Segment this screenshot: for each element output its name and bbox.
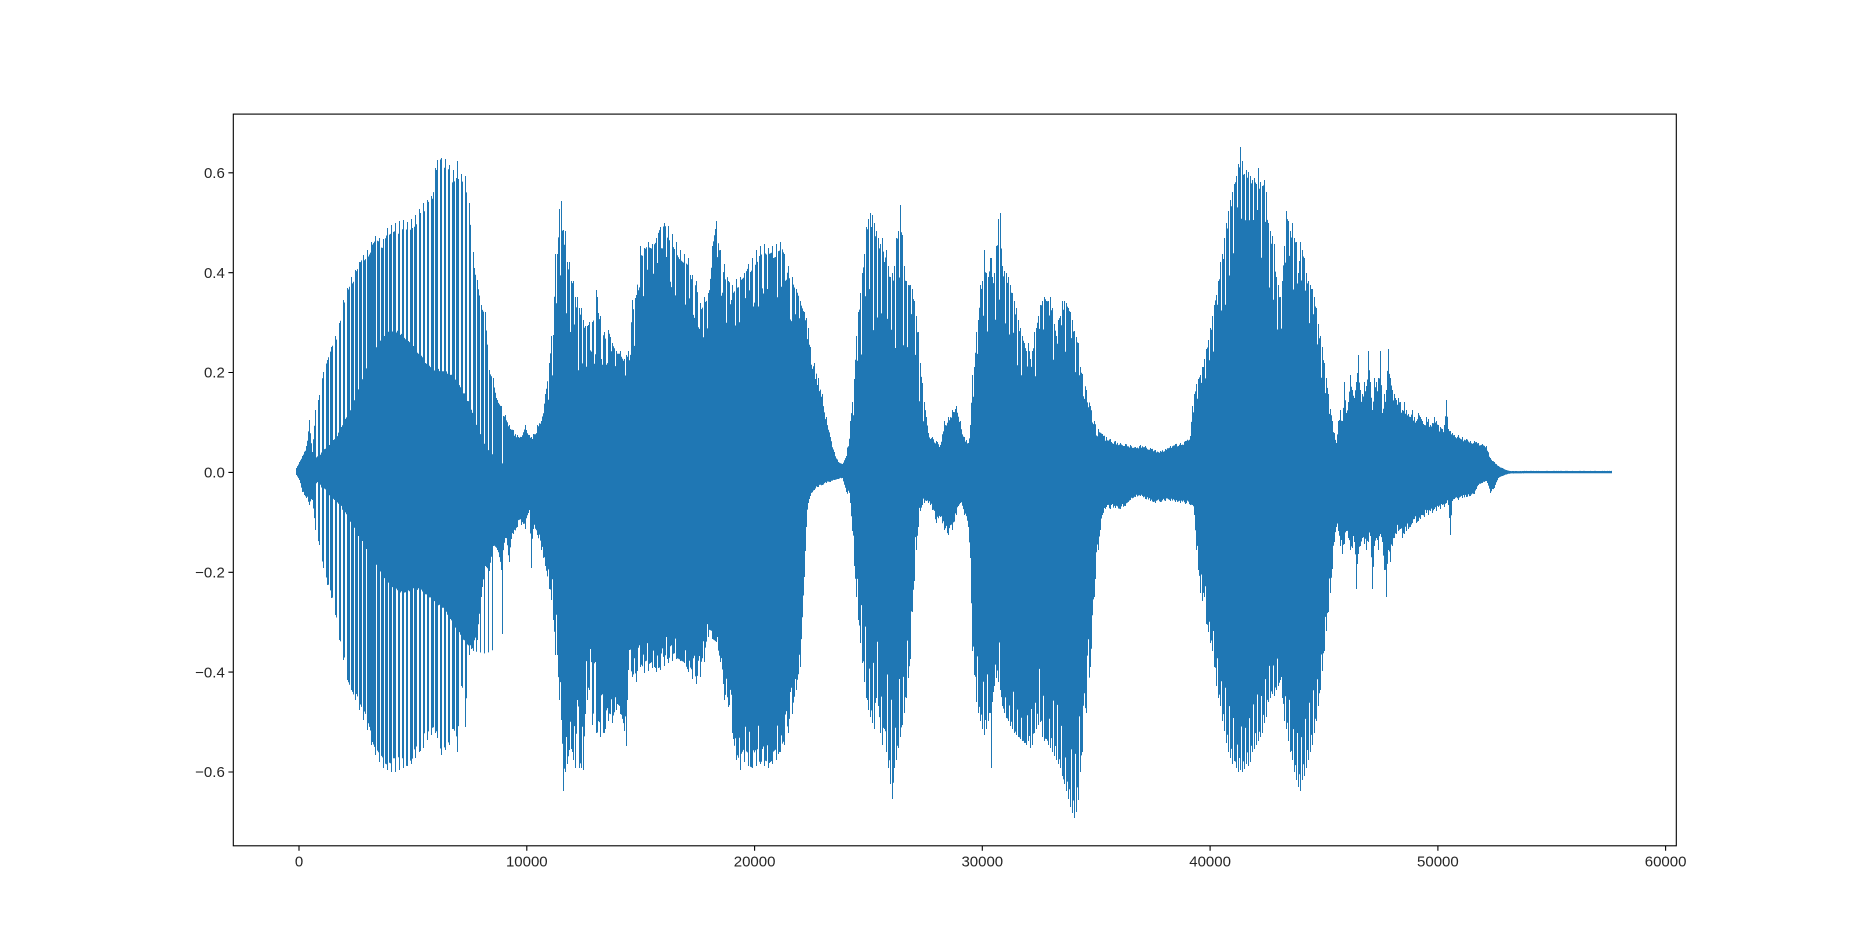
svg-text:30000: 30000 — [961, 854, 1003, 871]
svg-text:−0.2: −0.2 — [195, 565, 225, 582]
svg-text:50000: 50000 — [1417, 854, 1459, 871]
svg-text:0.4: 0.4 — [204, 265, 225, 282]
svg-text:0: 0 — [295, 854, 303, 871]
svg-text:60000: 60000 — [1645, 854, 1687, 871]
svg-text:−0.4: −0.4 — [195, 664, 225, 681]
svg-text:40000: 40000 — [1189, 854, 1231, 871]
svg-text:−0.6: −0.6 — [195, 764, 225, 781]
svg-text:0.6: 0.6 — [204, 165, 225, 182]
svg-text:0.2: 0.2 — [204, 365, 225, 382]
svg-text:0.0: 0.0 — [204, 465, 225, 482]
svg-text:10000: 10000 — [506, 854, 548, 871]
svg-text:20000: 20000 — [734, 854, 776, 871]
